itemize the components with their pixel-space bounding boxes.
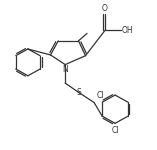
Text: N: N bbox=[62, 65, 68, 74]
Text: S: S bbox=[76, 88, 81, 97]
Text: Cl: Cl bbox=[97, 91, 104, 100]
Text: OH: OH bbox=[122, 26, 134, 35]
Text: O: O bbox=[102, 4, 108, 13]
Text: Cl: Cl bbox=[112, 126, 120, 135]
